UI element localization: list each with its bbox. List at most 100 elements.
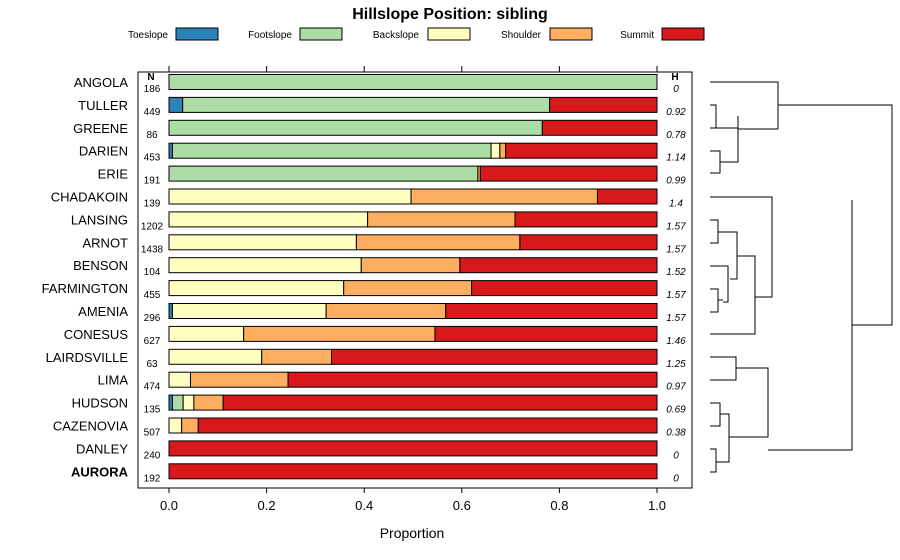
dendrogram-branch [710, 288, 719, 313]
x-tick-label: 0.8 [550, 498, 568, 513]
row-label: AMENIA [78, 304, 128, 319]
legend-swatch [549, 27, 593, 41]
bar-segment [182, 96, 551, 113]
x-tick-label: 0.2 [258, 498, 276, 513]
row-label: CAZENOVIA [53, 419, 128, 434]
legend-label: Toeslope [128, 30, 168, 41]
dendrogram-branch [710, 196, 773, 298]
bar-segment [445, 303, 658, 319]
bar-segment [325, 303, 447, 319]
bar-segment [261, 348, 333, 365]
row-h-value: 0.78 [666, 130, 686, 141]
row-label: LIMA [98, 373, 129, 388]
row-label: AURORA [71, 464, 129, 479]
row-n-value: 139 [144, 199, 161, 210]
row-label: DARIEN [79, 144, 128, 159]
dendrogram-branch [710, 402, 721, 427]
bar-segment [168, 96, 184, 113]
h-header: H [671, 72, 678, 83]
bar-segment [222, 394, 658, 411]
bar-segment [168, 303, 173, 319]
row-label: FARMINGTON [42, 281, 128, 296]
row-label: LAIRDSVILLE [46, 350, 129, 365]
dendrogram-branch [729, 367, 769, 438]
row-n-value: 63 [146, 359, 158, 370]
bar-segment [171, 303, 327, 319]
bar-segment [287, 371, 658, 388]
dendrogram [710, 81, 893, 473]
row-h-value: 0 [673, 473, 679, 484]
row-label: HUDSON [72, 396, 128, 411]
bar-segment [182, 394, 195, 411]
n-header: N [147, 72, 154, 83]
row-h-value: 1.46 [666, 336, 686, 347]
legend-swatch [175, 27, 219, 41]
legend-swatch [661, 27, 705, 41]
bar-segment [499, 142, 507, 159]
bar-segment [331, 348, 658, 365]
bar-segment [181, 417, 199, 434]
dendrogram-branch [778, 104, 893, 326]
bar-segment [459, 257, 658, 274]
bar-segment [168, 257, 362, 274]
bar-segment [168, 280, 345, 297]
bar-segment [514, 211, 658, 228]
row-h-value: 0 [673, 84, 679, 95]
dendrogram-branch [720, 116, 739, 163]
row-h-value: 0.69 [666, 405, 686, 416]
x-axis-title: Proportion [380, 525, 445, 541]
bar-segment [168, 188, 412, 205]
bar-segment [171, 142, 492, 159]
row-h-value: 0.97 [666, 382, 686, 393]
row-n-value: 455 [144, 290, 161, 301]
legend-swatch [299, 27, 343, 41]
row-n-value: 1202 [141, 221, 164, 232]
row-h-value: 1.25 [666, 359, 686, 370]
dendrogram-branch [710, 265, 729, 303]
bar-segment [168, 463, 658, 480]
dendrogram-branch [710, 150, 721, 174]
bar-segment [168, 234, 357, 251]
bar-segment [168, 142, 173, 159]
row-n-value: 296 [144, 313, 161, 324]
row-h-value: 1.4 [669, 199, 683, 210]
legend-label: Backslope [373, 30, 420, 41]
bar-segment [243, 325, 436, 342]
dendrogram-branch [710, 219, 719, 244]
dendrogram-branch [710, 356, 737, 381]
row-n-value: 453 [144, 153, 161, 164]
x-tick-label: 0.0 [160, 498, 178, 513]
row-label: CHADAKOIN [51, 190, 128, 205]
row-label: CONESUS [64, 327, 129, 342]
row-n-value: 192 [144, 473, 161, 484]
row-n-value: 104 [144, 267, 161, 278]
row-n-value: 186 [144, 84, 161, 95]
dendrogram-branch [710, 104, 717, 128]
legend: Toeslope Footslope Backslope Shoulder Summit [128, 27, 705, 41]
row-n-value: 1438 [141, 244, 164, 255]
bar-segment [168, 165, 479, 182]
legend-swatch [427, 27, 471, 41]
dendrogram-branch [768, 200, 853, 451]
x-tick-label: 1.0 [648, 498, 666, 513]
row-h-value: 1.57 [666, 244, 686, 255]
bar-segment [168, 211, 369, 228]
dendrogram-branch [710, 255, 756, 335]
bar-segment [168, 440, 658, 457]
row-n-value: 507 [144, 428, 161, 439]
bar-segment [355, 234, 521, 251]
bar-rows: ANGOLA 186 0 TULLER 449 0.92 GREENE 86 0.78 DARIE… [42, 74, 686, 484]
bar-segment [168, 348, 263, 365]
chart-title: Hillslope Position: sibling [352, 6, 548, 23]
bar-segment [171, 394, 184, 411]
row-h-value: 0.38 [666, 428, 686, 439]
dendrogram-branch [710, 81, 779, 130]
bar-segment [197, 417, 658, 434]
bar-segment [168, 394, 173, 411]
row-label: ERIE [98, 167, 129, 182]
row-h-value: 1.57 [666, 290, 686, 301]
row-label: BENSON [73, 258, 128, 273]
dendrogram-branch [716, 413, 730, 463]
bar-segment [505, 142, 658, 159]
